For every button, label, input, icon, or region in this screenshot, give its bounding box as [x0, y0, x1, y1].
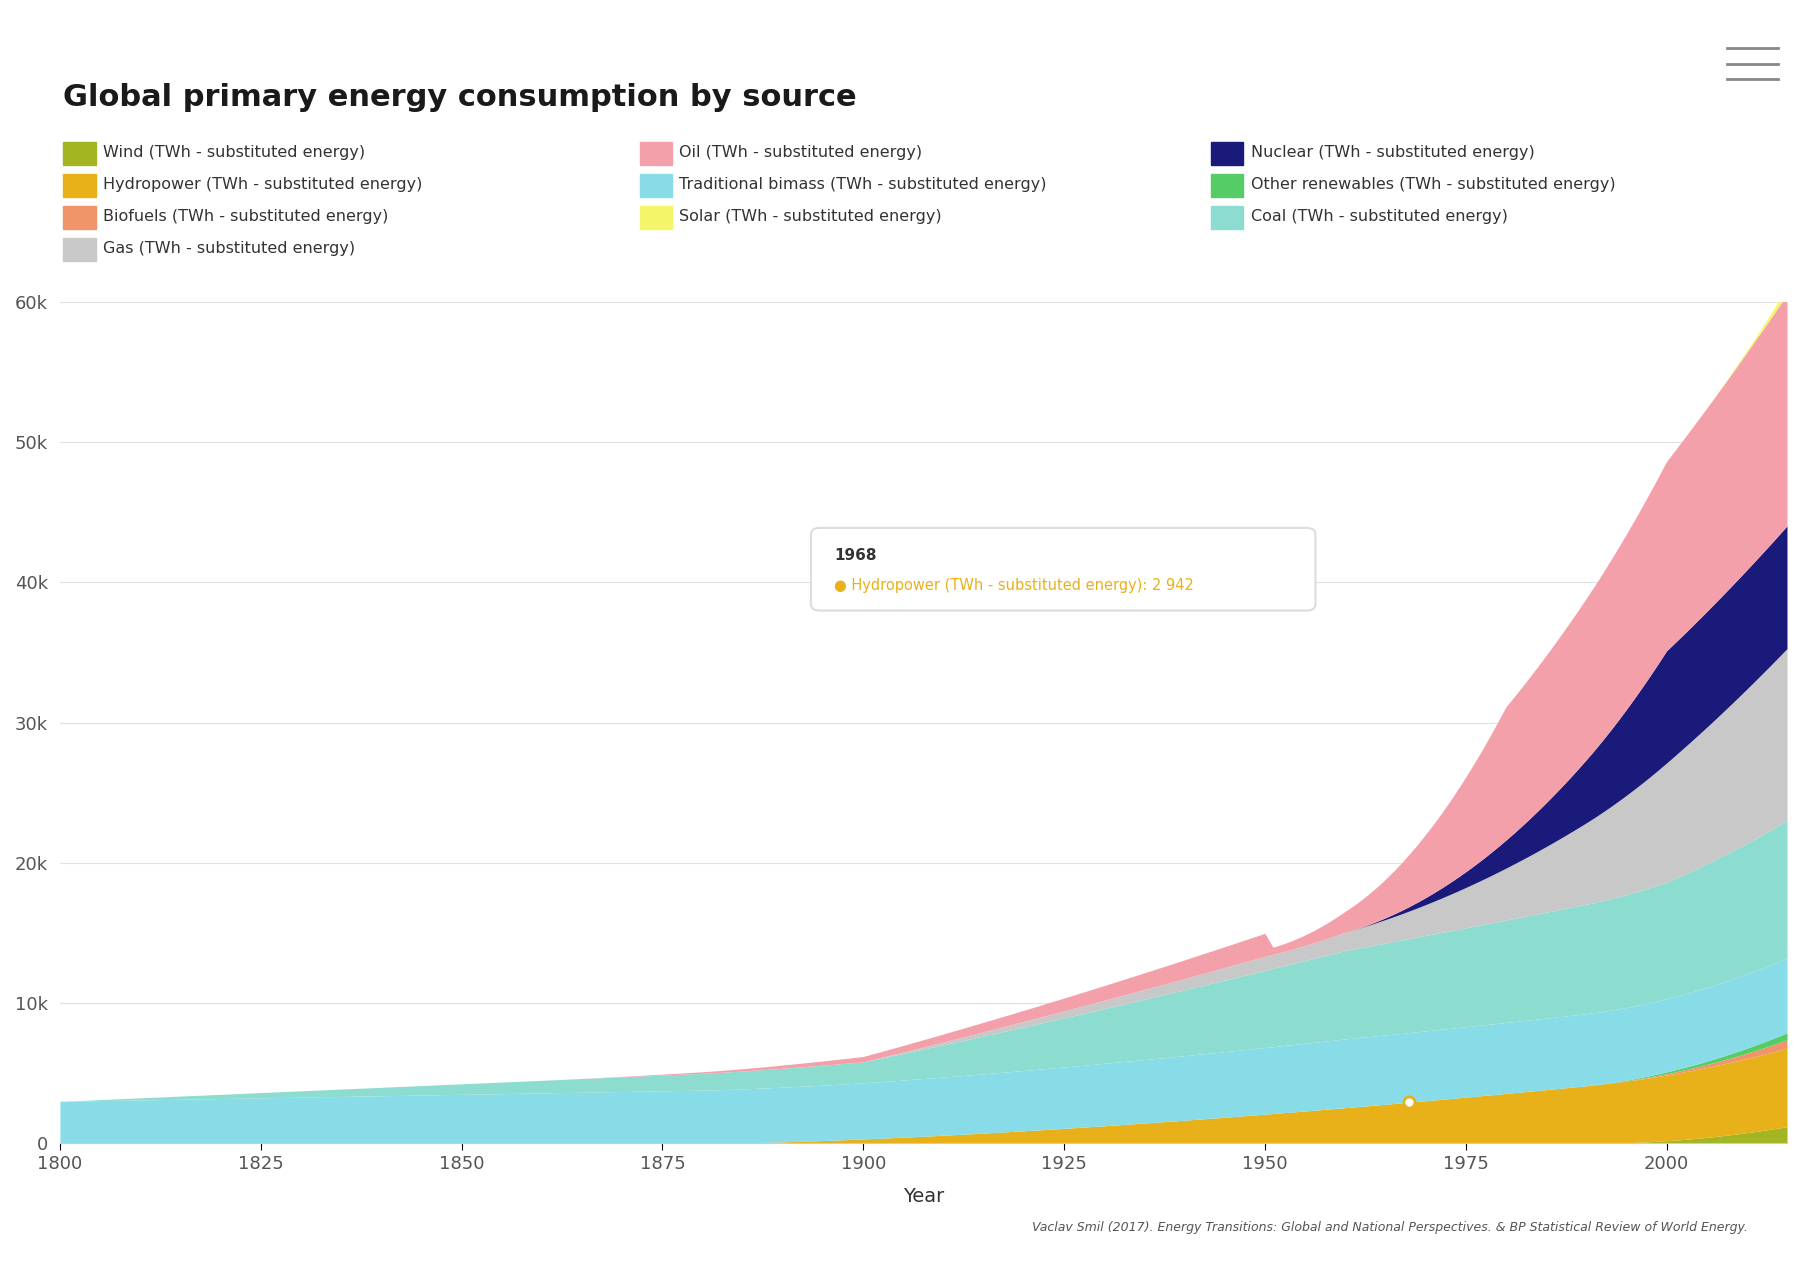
Text: Wind (TWh - substituted energy): Wind (TWh - substituted energy)	[103, 145, 364, 160]
Text: Oil (TWh - substituted energy): Oil (TWh - substituted energy)	[679, 145, 923, 160]
Text: Nuclear (TWh - substituted energy): Nuclear (TWh - substituted energy)	[1251, 145, 1534, 160]
Text: Vaclav Smil (2017). Energy Transitions: Global and National Perspectives. & BP S: Vaclav Smil (2017). Energy Transitions: …	[1033, 1221, 1748, 1234]
Text: Coal (TWh - substituted energy): Coal (TWh - substituted energy)	[1251, 209, 1508, 224]
Text: 1968: 1968	[834, 548, 878, 563]
Text: ● Hydropower (TWh - substituted energy): 2 942: ● Hydropower (TWh - substituted energy):…	[834, 577, 1195, 593]
Text: Gas (TWh - substituted energy): Gas (TWh - substituted energy)	[103, 240, 355, 256]
Text: Other renewables (TWh - substituted energy): Other renewables (TWh - substituted ener…	[1251, 177, 1615, 192]
Text: Traditional bimass (TWh - substituted energy): Traditional bimass (TWh - substituted en…	[679, 177, 1047, 192]
X-axis label: Year: Year	[903, 1187, 944, 1206]
Text: Biofuels (TWh - substituted energy): Biofuels (TWh - substituted energy)	[103, 209, 387, 224]
Text: Hydropower (TWh - substituted energy): Hydropower (TWh - substituted energy)	[103, 177, 422, 192]
Text: Solar (TWh - substituted energy): Solar (TWh - substituted energy)	[679, 209, 942, 224]
Text: Global primary energy consumption by source: Global primary energy consumption by sou…	[63, 83, 856, 112]
